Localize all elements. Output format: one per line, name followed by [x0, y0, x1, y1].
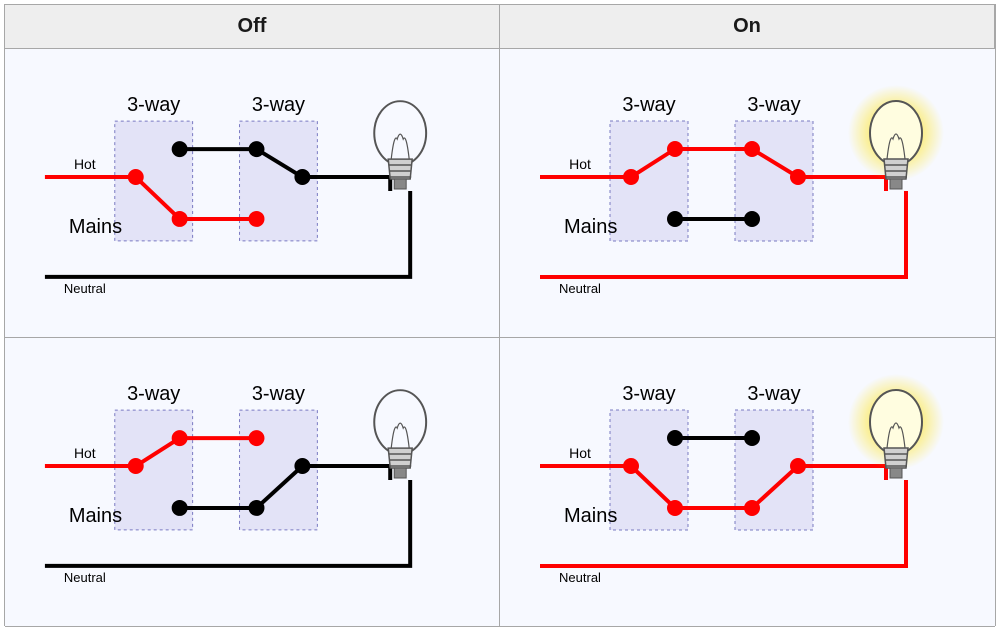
bulb-glass: [870, 390, 922, 454]
panel-on-1: 3-way 3-way Hot Mains Neutral: [500, 49, 995, 338]
node-common-2: [294, 458, 310, 474]
panel-off-2: 3-way 3-way Hot Mains Neutral: [5, 338, 500, 627]
circuit-svg: 3-way 3-way Hot Mains Neutral: [500, 49, 995, 337]
node-sw2-bot: [249, 500, 265, 516]
hot-label: Hot: [569, 156, 591, 172]
bulb-tip: [890, 179, 902, 189]
node-sw1-bot: [667, 500, 683, 516]
node-sw2-bot: [744, 500, 760, 516]
node-sw1-top: [667, 430, 683, 446]
mains-label: Mains: [69, 216, 122, 238]
switch1-label: 3-way: [622, 383, 675, 405]
circuit-svg: 3-way 3-way Hot Mains Neutral: [5, 338, 499, 626]
bulb-glass: [374, 390, 426, 454]
circuit-svg: 3-way 3-way Hot Mains Neutral: [5, 49, 499, 337]
node-sw1-bot: [667, 211, 683, 227]
neutral-label: Neutral: [64, 281, 106, 296]
node-common-2: [790, 458, 806, 474]
bulb-glass: [374, 101, 426, 165]
switch2-label: 3-way: [252, 94, 305, 116]
switch1-label: 3-way: [127, 383, 180, 405]
neutral-label: Neutral: [559, 281, 601, 296]
node-sw2-bot: [249, 211, 265, 227]
node-sw1-bot: [172, 500, 188, 516]
node-sw2-top: [744, 141, 760, 157]
column-header-on: On: [500, 5, 995, 49]
bulb-filament: [391, 423, 409, 448]
switch1-label: 3-way: [622, 94, 675, 116]
bulb-neck: [884, 159, 908, 179]
node-common-1: [623, 458, 639, 474]
node-common-1: [128, 458, 144, 474]
bulb-neck: [388, 448, 412, 468]
node-common-2: [790, 169, 806, 185]
diagram-grid: Off On 3-way3-wayHotMainsNeutral 3-way3-…: [4, 4, 996, 626]
hot-label: Hot: [569, 445, 591, 461]
circuit-svg: 3-way 3-way Hot Mains Neutral: [500, 338, 995, 626]
node-common-1: [128, 169, 144, 185]
panel-off-1: 3-way 3-way Hot Mains Neutral: [5, 49, 500, 338]
bulb-glass: [870, 101, 922, 165]
hot-label: Hot: [74, 156, 96, 172]
panel-on-2: 3-way 3-way Hot Mains Neutral: [500, 338, 995, 627]
bulb-neck: [884, 448, 908, 468]
neutral-label: Neutral: [64, 570, 106, 585]
node-sw1-bot: [172, 211, 188, 227]
bulb-tip: [394, 179, 406, 189]
node-sw1-top: [667, 141, 683, 157]
node-common-1: [623, 169, 639, 185]
node-common-2: [294, 169, 310, 185]
switch1-label: 3-way: [127, 94, 180, 116]
mains-label: Mains: [564, 216, 617, 238]
node-sw2-bot: [744, 211, 760, 227]
neutral-label: Neutral: [559, 570, 601, 585]
switch2-label: 3-way: [252, 383, 305, 405]
switch2-label: 3-way: [747, 383, 800, 405]
node-sw2-top: [249, 430, 265, 446]
bulb-tip: [394, 468, 406, 478]
column-header-off: Off: [5, 5, 500, 49]
bulb-tip: [890, 468, 902, 478]
mains-label: Mains: [69, 505, 122, 527]
node-sw1-top: [172, 141, 188, 157]
node-sw2-top: [744, 430, 760, 446]
switch2-label: 3-way: [747, 94, 800, 116]
node-sw1-top: [172, 430, 188, 446]
mains-label: Mains: [564, 505, 617, 527]
node-sw2-top: [249, 141, 265, 157]
hot-label: Hot: [74, 445, 96, 461]
bulb-filament: [391, 134, 409, 159]
bulb-neck: [388, 159, 412, 179]
